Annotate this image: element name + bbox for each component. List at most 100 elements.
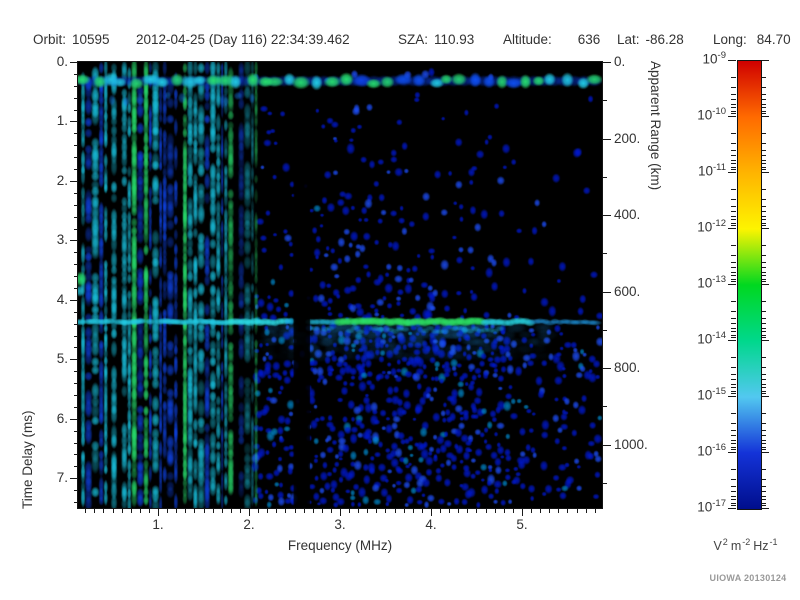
colorbar-minor-tick xyxy=(731,99,736,100)
colorbar-minor-tick xyxy=(731,391,736,392)
x-axis-minor-tick xyxy=(213,509,214,513)
x-axis-minor-tick xyxy=(113,509,114,513)
x-axis-minor-tick xyxy=(440,509,441,513)
colorbar-major-tick xyxy=(761,340,769,341)
colorbar-tick-label: 10-16 xyxy=(697,442,726,459)
y-axis-tick-label: 5. xyxy=(56,351,68,366)
x-axis-tick-label: 4. xyxy=(425,517,437,532)
right-axis-major-tick xyxy=(603,292,611,293)
colorbar-tick-label: 10-13 xyxy=(697,274,726,291)
x-axis-minor-tick xyxy=(204,509,205,513)
right-axis-minor-tick xyxy=(603,177,607,178)
x-axis-minor-tick xyxy=(267,509,268,513)
y-axis-tick-label: 2. xyxy=(56,173,68,188)
x-axis-minor-tick xyxy=(194,509,195,513)
right-axis-minor-tick xyxy=(603,100,607,101)
header-field-sza: SZA: 110.93 xyxy=(398,32,474,47)
header-label: Lat: xyxy=(617,32,640,47)
colorbar-major-tick xyxy=(761,396,769,397)
colorbar-minor-tick xyxy=(731,301,736,302)
y-axis-title-right: Apparent Range (km) xyxy=(648,61,663,191)
header-field-long: Long: 84.70 xyxy=(713,32,791,47)
colorbar-minor-tick xyxy=(731,275,736,276)
right-axis-major-tick xyxy=(603,445,611,446)
x-axis-minor-tick xyxy=(276,509,277,513)
x-axis-minor-tick xyxy=(458,509,459,513)
spectrogram-canvas xyxy=(78,62,602,508)
header-value: 2012-04-25 (Day 116) 22:34:39.462 xyxy=(136,32,350,47)
colorbar-tick-label: 10-12 xyxy=(697,218,726,235)
colorbar-major-tick xyxy=(761,508,769,509)
colorbar-minor-tick xyxy=(731,503,736,504)
colorbar-minor-tick xyxy=(731,279,736,280)
x-axis-minor-tick xyxy=(231,509,232,513)
colorbar-minor-tick xyxy=(731,189,736,190)
colorbar-tick-label: 10-17 xyxy=(697,498,726,515)
colorbar-minor-tick xyxy=(731,447,736,448)
x-axis-minor-tick xyxy=(385,509,386,513)
unit-base: m xyxy=(730,539,742,554)
unit-sup: -2 xyxy=(742,537,751,547)
colorbar-minor-tick xyxy=(731,499,736,500)
x-axis-minor-tick xyxy=(422,509,423,513)
x-axis-minor-tick xyxy=(258,509,259,513)
header-value: 10595 xyxy=(72,32,110,47)
x-axis-minor-tick xyxy=(367,509,368,513)
x-axis-minor-tick xyxy=(577,509,578,513)
colorbar-major-tick xyxy=(728,172,736,173)
colorbar-major-tick xyxy=(761,60,769,61)
y-axis-tick-label: 7. xyxy=(56,470,68,485)
colorbar-minor-tick xyxy=(731,323,736,324)
colorbar-minor-tick xyxy=(731,337,736,338)
x-axis-major-tick xyxy=(522,509,523,516)
x-axis-minor-tick xyxy=(349,509,350,513)
header-value: 636 xyxy=(577,32,601,47)
x-axis-minor-tick xyxy=(595,509,596,513)
x-axis-minor-tick xyxy=(413,509,414,513)
colorbar-minor-tick xyxy=(731,169,736,170)
colorbar-minor-tick xyxy=(731,107,736,108)
colorbar-major-tick xyxy=(761,284,769,285)
y-axis-tick-label: 4. xyxy=(56,292,68,307)
colorbar-major-tick xyxy=(728,396,736,397)
x-axis-minor-tick xyxy=(222,509,223,513)
x-axis-minor-tick xyxy=(85,509,86,513)
colorbar-minor-tick xyxy=(731,505,736,506)
colorbar-minor-tick xyxy=(731,449,736,450)
colorbar-tick-label: 10-10 xyxy=(697,106,726,123)
colorbar-major-tick xyxy=(761,228,769,229)
header-value: -86.28 xyxy=(645,32,684,47)
colorbar-minor-tick xyxy=(731,160,736,161)
colorbar-minor-tick xyxy=(731,113,736,114)
colorbar-minor-tick xyxy=(731,267,736,268)
x-axis-major-tick xyxy=(340,509,341,516)
x-axis-major-tick xyxy=(431,509,432,516)
right-axis-major-tick xyxy=(603,215,611,216)
colorbar-major-tick xyxy=(728,284,736,285)
colorbar-minor-tick xyxy=(731,133,736,134)
unit-sup: -1 xyxy=(769,537,778,547)
unit-base: Hz xyxy=(753,539,769,554)
x-axis-minor-tick xyxy=(167,509,168,513)
x-axis-minor-tick xyxy=(467,509,468,513)
colorbar-minor-tick xyxy=(731,335,736,336)
colorbar-minor-tick xyxy=(731,281,736,282)
x-axis-minor-tick xyxy=(486,509,487,513)
colorbar-minor-tick xyxy=(731,143,736,144)
colorbar-minor-tick xyxy=(731,443,736,444)
x-axis-minor-tick xyxy=(240,509,241,513)
colorbar-minor-tick xyxy=(731,430,736,431)
colorbar-minor-tick xyxy=(731,167,736,168)
x-axis-minor-tick xyxy=(558,509,559,513)
colorbar-minor-tick xyxy=(731,199,736,200)
y-axis-tick-label: 3. xyxy=(56,232,68,247)
right-axis-minor-tick xyxy=(603,406,607,407)
x-axis-minor-tick xyxy=(449,509,450,513)
right-axis-minor-tick xyxy=(603,253,607,254)
x-axis-minor-tick xyxy=(331,509,332,513)
right-axis-major-tick xyxy=(603,368,611,369)
colorbar-minor-tick xyxy=(731,262,736,263)
x-axis-minor-tick xyxy=(185,509,186,513)
colorbar-minor-tick xyxy=(731,225,736,226)
right-axis-minor-tick xyxy=(603,483,607,484)
